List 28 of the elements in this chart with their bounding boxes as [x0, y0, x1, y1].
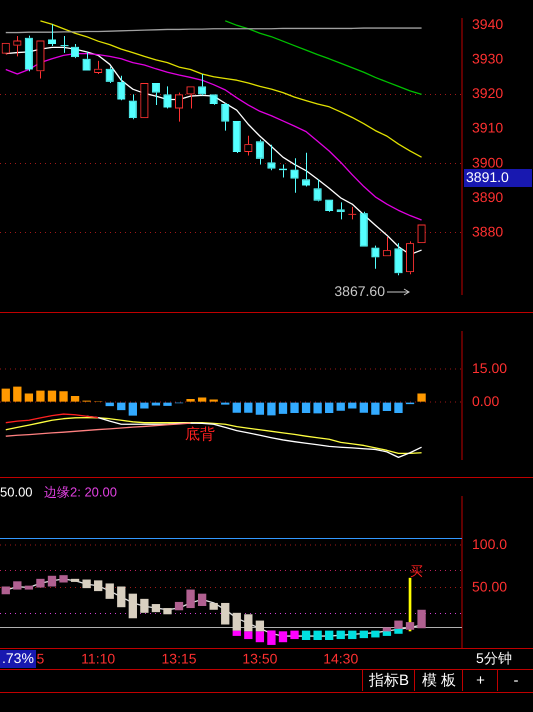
x-tick-label: 11:10 — [81, 650, 116, 666]
y-tick-label: 3910 — [472, 120, 504, 136]
y-tick-label: 15.00 — [472, 360, 508, 376]
y-tick-label: 3880 — [472, 223, 504, 240]
text: .73% — [2, 650, 34, 666]
toolbar-button: 模 板 — [414, 670, 463, 691]
x-tick-label: 13:50 — [242, 650, 278, 666]
y-tick-label: 0.00 — [472, 392, 500, 409]
toolbar-button: 指标B — [362, 670, 415, 691]
x-tick-label: 5 — [36, 650, 45, 666]
toolbar-button: - — [497, 670, 533, 691]
text: 5分钟 — [476, 650, 512, 666]
y-tick-label: 3930 — [472, 50, 504, 67]
y-tick-label: 50.00 — [472, 578, 508, 594]
x-tick-label: 14:30 — [323, 650, 358, 666]
y-tick-label: 3940 — [472, 16, 504, 32]
annotation: 底背 — [185, 426, 215, 444]
annotation: 50.00 — [0, 484, 33, 500]
x-tick-label: 13:15 — [162, 650, 197, 666]
annotation: 买 — [410, 564, 423, 579]
annotation: 3867.60 — [334, 282, 386, 299]
y-tick-label: 3900 — [472, 154, 504, 170]
toolbar-button: + — [462, 670, 498, 691]
y-tick-label: 3920 — [472, 85, 504, 102]
annotation: 边缘2: 20.00 — [44, 484, 117, 500]
y-tick-label: 100.0 — [472, 536, 508, 552]
text: 3891.0 — [466, 168, 510, 185]
y-tick-label: 3890 — [472, 188, 504, 205]
